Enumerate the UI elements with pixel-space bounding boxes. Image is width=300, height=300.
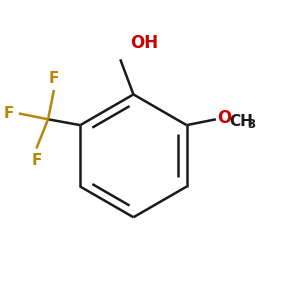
Text: F: F [4, 106, 14, 121]
Text: F: F [31, 153, 42, 168]
Text: CH: CH [229, 114, 253, 129]
Text: F: F [49, 71, 59, 86]
Text: OH: OH [130, 34, 159, 52]
Text: 3: 3 [248, 118, 256, 131]
Text: O: O [217, 109, 232, 127]
